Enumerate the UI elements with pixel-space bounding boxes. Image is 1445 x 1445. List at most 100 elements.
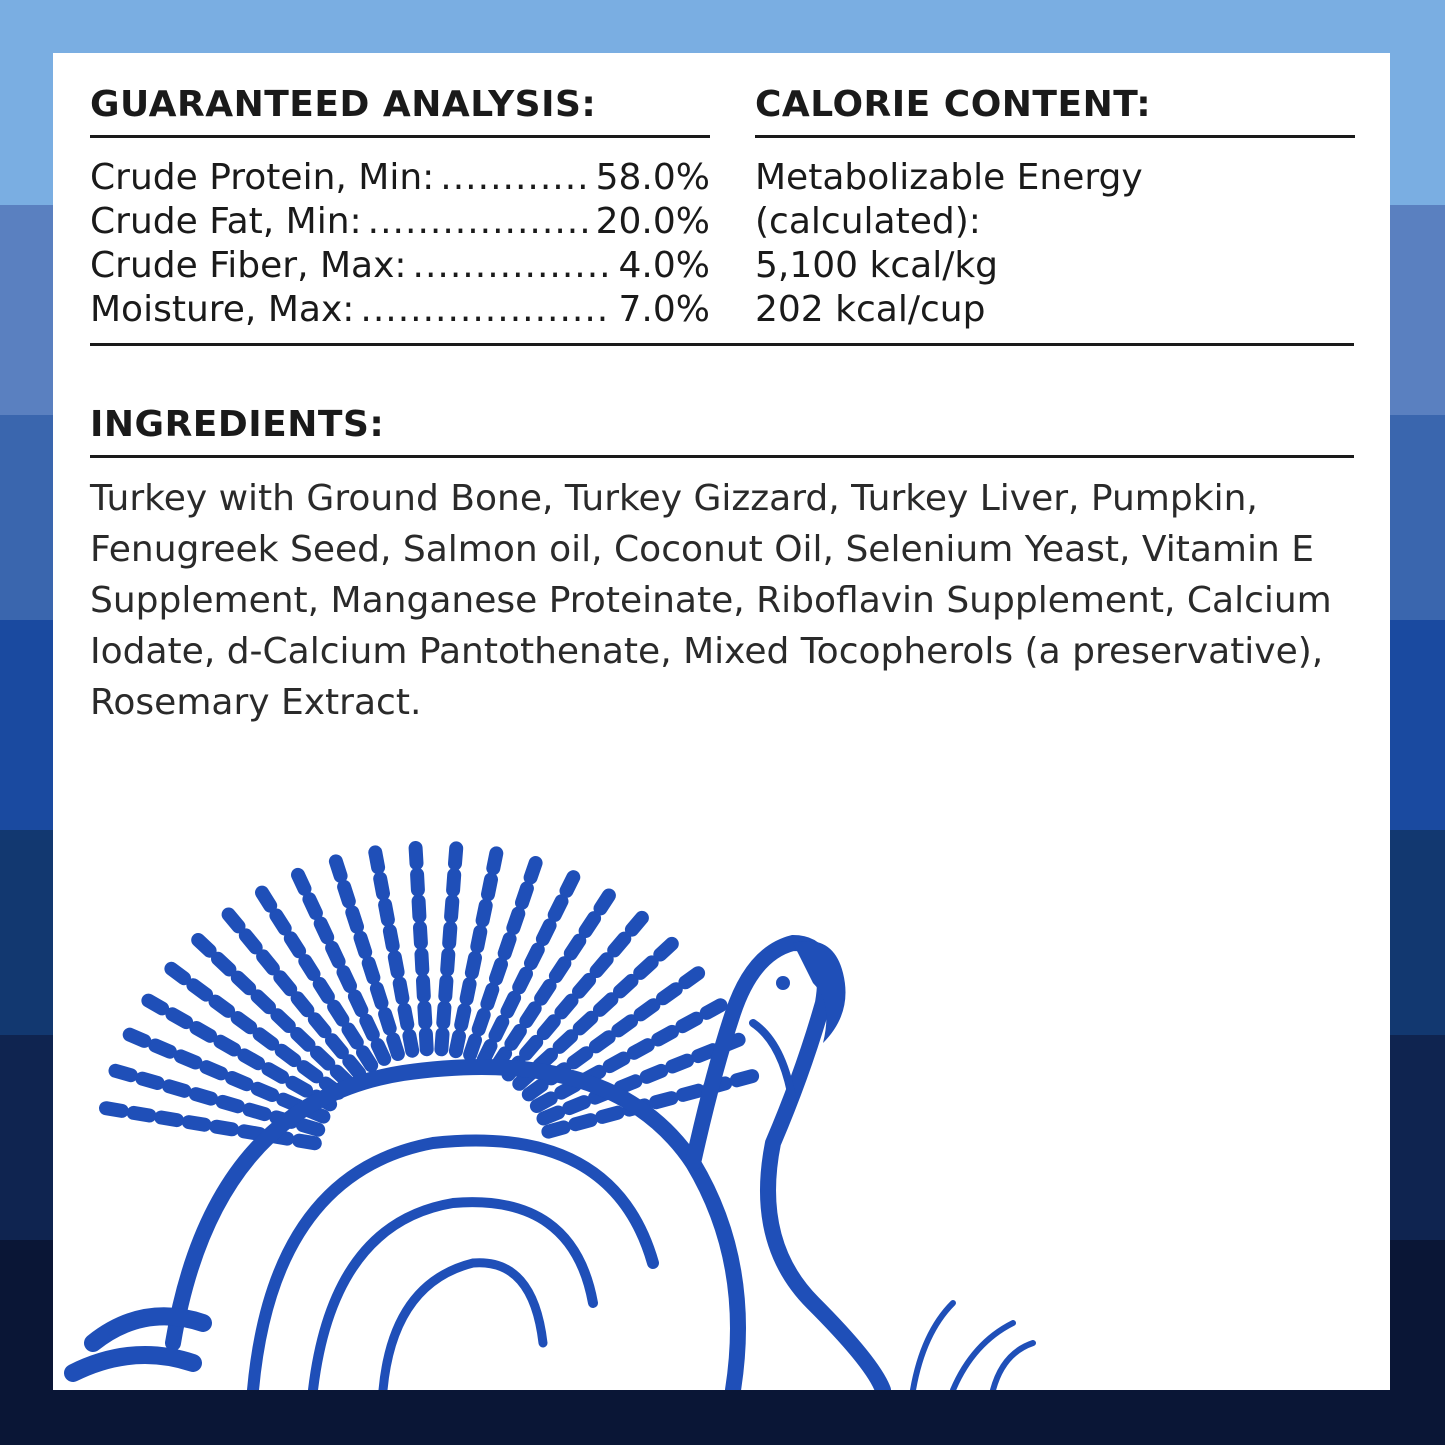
feather-stroke <box>209 1119 240 1137</box>
feather-stroke <box>633 998 661 1022</box>
dot-leader <box>368 200 590 244</box>
feather-stroke <box>378 1007 397 1036</box>
feather-stroke <box>165 1007 194 1030</box>
guaranteed-analysis-title: GUARANTEED ANALYSIS: <box>90 83 710 138</box>
feather-stroke <box>238 928 263 955</box>
feather-stroke <box>589 952 614 978</box>
feather-stroke <box>454 1003 472 1032</box>
feather-stroke <box>356 1045 379 1073</box>
feather-stroke <box>607 931 632 958</box>
analysis-row: Crude Protein, Min: 58.0% <box>90 156 710 200</box>
feather-stroke <box>290 1027 316 1052</box>
feather-stroke <box>592 992 619 1017</box>
feather-stroke <box>729 1069 760 1088</box>
feather-stroke <box>213 1034 242 1057</box>
label-card: GUARANTEED ANALYSIS: Crude Protein, Min:… <box>53 53 1390 1390</box>
feather-stroke <box>448 841 464 871</box>
ingredients-title: INGREDIENTS: <box>90 403 1354 458</box>
analysis-row: Crude Fiber, Max: 4.0% <box>90 244 710 288</box>
feather-stroke <box>373 871 390 901</box>
feather-stroke <box>471 1007 491 1037</box>
feather-stroke <box>563 933 587 961</box>
feather-stroke <box>325 940 346 969</box>
feather-stroke <box>164 961 191 986</box>
feather-stroke <box>489 957 508 986</box>
feather-stroke <box>392 976 410 1006</box>
feather-stroke <box>691 1043 720 1064</box>
section-divider <box>90 343 1354 346</box>
feather-stroke <box>273 970 298 997</box>
ingredients-text: Turkey with Ground Bone, Turkey Gizzard,… <box>90 478 1332 723</box>
feather-stroke <box>148 1038 177 1059</box>
feather-stroke <box>653 936 679 962</box>
guaranteed-analysis-section: GUARANTEED ANALYSIS: Crude Protein, Min:… <box>90 83 710 332</box>
feather-stroke <box>336 965 357 993</box>
feather-stroke <box>242 1102 272 1122</box>
dot-leader <box>360 288 612 332</box>
feather-stroke <box>411 894 427 924</box>
feather-stroke <box>448 1029 466 1059</box>
analysis-label: Crude Protein, Min: <box>90 157 435 198</box>
feather-stroke <box>307 1012 332 1039</box>
feather-stroke <box>504 1023 527 1051</box>
feather-stroke <box>328 854 348 883</box>
feather-stroke <box>361 956 381 985</box>
feather-stroke <box>699 998 728 1020</box>
analysis-row: Moisture, Max: 7.0% <box>90 288 710 332</box>
feather-stroke <box>208 994 236 1018</box>
feather-stroke <box>562 1095 591 1116</box>
feather-stroke <box>611 1014 639 1038</box>
feather-stroke <box>649 1091 679 1110</box>
feather-stroke <box>345 905 364 934</box>
feather-stroke <box>639 1063 669 1084</box>
calorie-line: 202 kcal/cup <box>755 289 986 330</box>
feather-stroke <box>416 973 431 1003</box>
feather-stroke <box>524 942 545 971</box>
feather-stroke <box>302 892 323 921</box>
feather-stroke <box>295 1118 326 1137</box>
feather-stroke <box>656 982 683 1006</box>
feather-stroke <box>215 1094 245 1114</box>
dot-leader <box>440 156 589 200</box>
feather-stroke <box>108 1063 138 1083</box>
feather-stroke <box>312 976 335 1004</box>
feather-stroke <box>256 949 280 976</box>
feather-stroke <box>290 991 315 1018</box>
feather-stroke <box>370 1038 392 1066</box>
feather-stroke <box>410 867 425 897</box>
feather-stroke <box>665 1053 695 1074</box>
feather-stroke <box>225 1071 254 1092</box>
feather-stroke <box>342 1054 367 1081</box>
feather-stroke <box>536 1014 561 1041</box>
feather-stroke <box>626 1038 655 1060</box>
analysis-label: Crude Fat, Min: <box>90 201 362 242</box>
feather-stroke <box>500 990 522 1019</box>
feather-stroke <box>481 872 498 902</box>
feather-stroke <box>486 846 504 876</box>
feather-stroke <box>554 993 579 1020</box>
analysis-label: Crude Fiber, Max: <box>90 245 407 286</box>
feather-stroke <box>269 908 292 936</box>
turkey-illustration <box>64 841 1036 1390</box>
feather-stroke <box>568 1113 598 1132</box>
feather-stroke <box>276 1092 305 1113</box>
feather-stroke <box>408 841 424 871</box>
feather-stroke <box>534 978 557 1006</box>
feather-stroke <box>529 1091 558 1113</box>
feather-stroke <box>285 1075 314 1098</box>
feather-stroke <box>446 867 462 898</box>
feather-stroke <box>359 1013 380 1042</box>
analysis-value: 4.0% <box>618 245 710 286</box>
feather-stroke <box>417 1000 433 1030</box>
feather-stroke <box>519 1001 542 1029</box>
feather-stroke <box>325 1033 349 1060</box>
feather-stroke <box>126 1105 157 1123</box>
feather-stroke <box>382 924 400 953</box>
feather-stroke <box>181 1115 212 1132</box>
feather-stroke <box>369 981 389 1011</box>
feather-stroke <box>122 1027 152 1048</box>
feather-stroke <box>572 1010 599 1036</box>
analysis-value: 58.0% <box>595 157 710 198</box>
feather-stroke <box>459 977 477 1006</box>
feather-stroke <box>559 870 581 898</box>
